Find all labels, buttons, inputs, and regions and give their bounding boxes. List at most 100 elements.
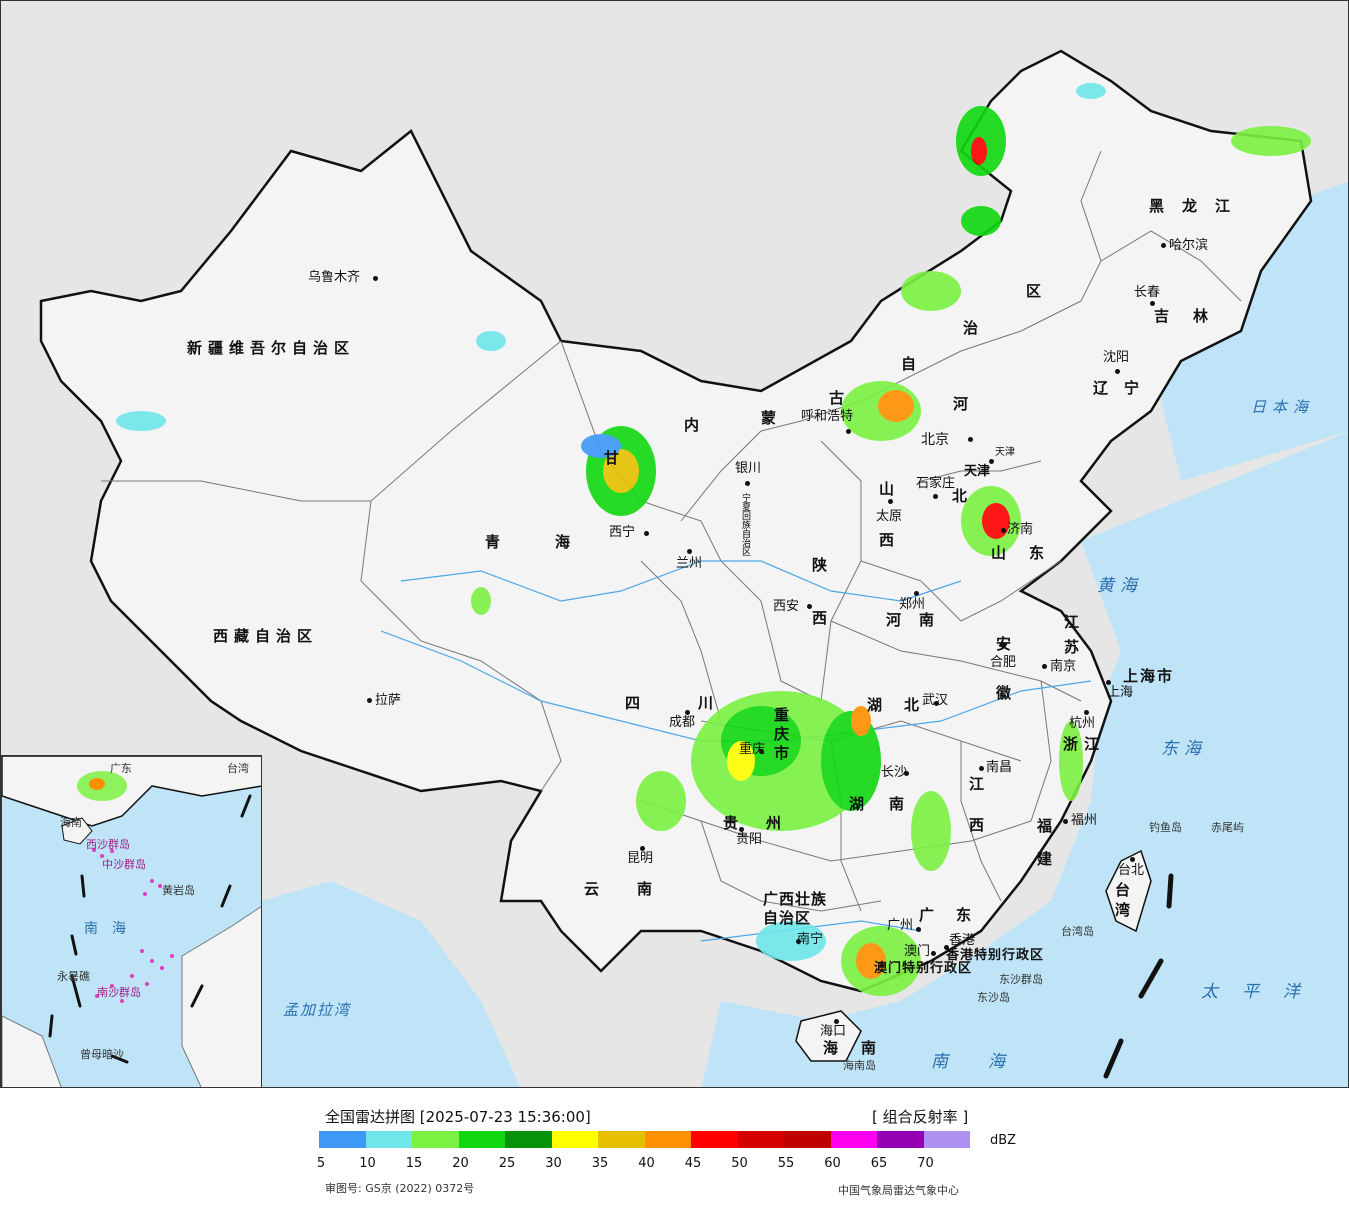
legend-tick-label: 5 (316, 1156, 326, 1171)
city-label: 沈阳 (1103, 350, 1130, 365)
province-label: 四川 (625, 694, 772, 712)
city-label: 长春 (1134, 285, 1161, 300)
province-label: 云南 (584, 880, 691, 898)
city-dot (373, 276, 378, 281)
legend-color-swatch (737, 1131, 784, 1148)
province-label: 台 (1115, 881, 1137, 899)
city-label: 武汉 (922, 694, 948, 707)
south-sea-inset-map: 南海 中沙群岛 黄岩岛 南沙群岛 永暑礁 曾母暗沙 西沙群岛 海南 广东 台湾 (1, 755, 262, 1087)
province-label: 新疆维吾尔自治区 (187, 339, 356, 357)
city-label: 昆明 (627, 851, 654, 866)
legend-color-swatch (505, 1131, 552, 1148)
city-dot (834, 1019, 839, 1024)
province-label: 山西 (877, 481, 895, 583)
province-label: 天津 (964, 464, 991, 479)
legend-tick-label: 60 (824, 1156, 841, 1171)
legend-color-swatch (598, 1131, 645, 1148)
province-label: 陕西 (810, 557, 828, 663)
inset-province-label: 广东 (110, 762, 132, 775)
city-label: 重庆 (739, 742, 766, 757)
china-outline (39, 49, 1313, 993)
province-label: 内 (684, 416, 706, 434)
province-label: 南 (861, 1039, 883, 1057)
city-label: 拉萨 (375, 693, 402, 708)
island-label: 海南岛 (843, 1059, 876, 1072)
city-label: 石家庄 (916, 476, 956, 491)
province-label: 江苏 (1062, 614, 1080, 664)
city-dot (1084, 710, 1089, 715)
city-label: 兰州 (676, 556, 703, 571)
province-label: 宁夏回族自治区 (740, 493, 750, 556)
legend-color-swatch (319, 1131, 366, 1148)
legend-tick-label: 55 (777, 1156, 795, 1171)
city-dot (931, 951, 936, 956)
province-label: 南 (889, 795, 911, 813)
province-label: 徽 (996, 684, 1018, 702)
legend-color-bar (319, 1131, 970, 1148)
province-label: 浙江 (1063, 735, 1106, 753)
city-label: 郑州 (899, 597, 926, 612)
city-dot (933, 494, 938, 499)
boundary-dashes (1103, 873, 1174, 1079)
province-label: 湖 (849, 795, 871, 813)
inset-province-label: 海南 (60, 816, 82, 829)
legend-tick-label: 45 (684, 1156, 702, 1171)
city-label: 长沙 (881, 765, 908, 780)
city-dot (989, 459, 994, 464)
sea-label: 黄海 (1097, 576, 1143, 596)
data-source: 中国气象局雷达气象中心 (838, 1184, 959, 1197)
legend-tick-label: 35 (591, 1156, 609, 1171)
province-label: 西 (969, 816, 991, 834)
taiwan-island-shape (1105, 849, 1152, 933)
city-label: 西安 (773, 599, 800, 614)
legend-tick-label: 50 (731, 1156, 748, 1171)
city-label: 西宁 (609, 525, 636, 540)
radar-echoes (116, 83, 1311, 996)
legend-panel (0, 1088, 1349, 1208)
inset-sea-label: 南海 (84, 921, 140, 937)
island-label: 钓鱼岛 (1149, 821, 1182, 834)
legend-color-swatch (458, 1131, 505, 1148)
city-dot (367, 698, 372, 703)
inset-canvas (2, 756, 261, 1087)
province-label: 北 (904, 696, 926, 714)
legend-color-swatch (644, 1131, 691, 1148)
province-label: 山 (991, 544, 1013, 562)
province-label: 黑龙江 (1149, 197, 1249, 215)
city-label: 合肥 (990, 655, 1017, 670)
inset-island-label: 南沙群岛 (97, 986, 141, 999)
legend-color-swatch (551, 1131, 598, 1148)
province-label: 安 (996, 635, 1018, 653)
city-dot (1150, 301, 1155, 306)
city-dot (846, 429, 851, 434)
city-label: 济南 (1007, 522, 1034, 537)
province-label: 甘 (604, 449, 626, 467)
legend-color-swatch (691, 1131, 738, 1148)
sea-label: 东海 (1161, 739, 1207, 759)
city-dot (807, 604, 812, 609)
province-label: 西藏自治区 (213, 627, 319, 645)
legend-color-swatch (830, 1131, 877, 1148)
city-label: 广州 (887, 918, 914, 933)
province-label: 青海 (485, 533, 626, 551)
province-label: 州 (766, 814, 788, 832)
city-dot (1001, 528, 1006, 533)
city-label: 南京 (1050, 659, 1077, 674)
province-label: 重庆市 (772, 707, 790, 764)
province-label: 河 (953, 395, 975, 413)
inset-island-label: 永暑礁 (57, 970, 90, 983)
province-label: 上海市 (1123, 667, 1175, 685)
city-dot (968, 437, 973, 442)
province-label: 福 (1037, 817, 1059, 835)
city-label: 北京 (921, 432, 949, 448)
city-dot (745, 481, 750, 486)
province-label: 贵 (723, 814, 745, 832)
city-label: 杭州 (1069, 716, 1096, 731)
city-label: 贵阳 (736, 832, 763, 847)
legend-tick-label: 10 (359, 1156, 376, 1171)
city-dot (796, 939, 801, 944)
legend-tick-label: 20 (452, 1156, 469, 1171)
map-approval-number: 审图号: GS京 (2022) 0372号 (325, 1182, 475, 1195)
province-label: 海 (823, 1039, 845, 1057)
city-dot (739, 827, 744, 832)
